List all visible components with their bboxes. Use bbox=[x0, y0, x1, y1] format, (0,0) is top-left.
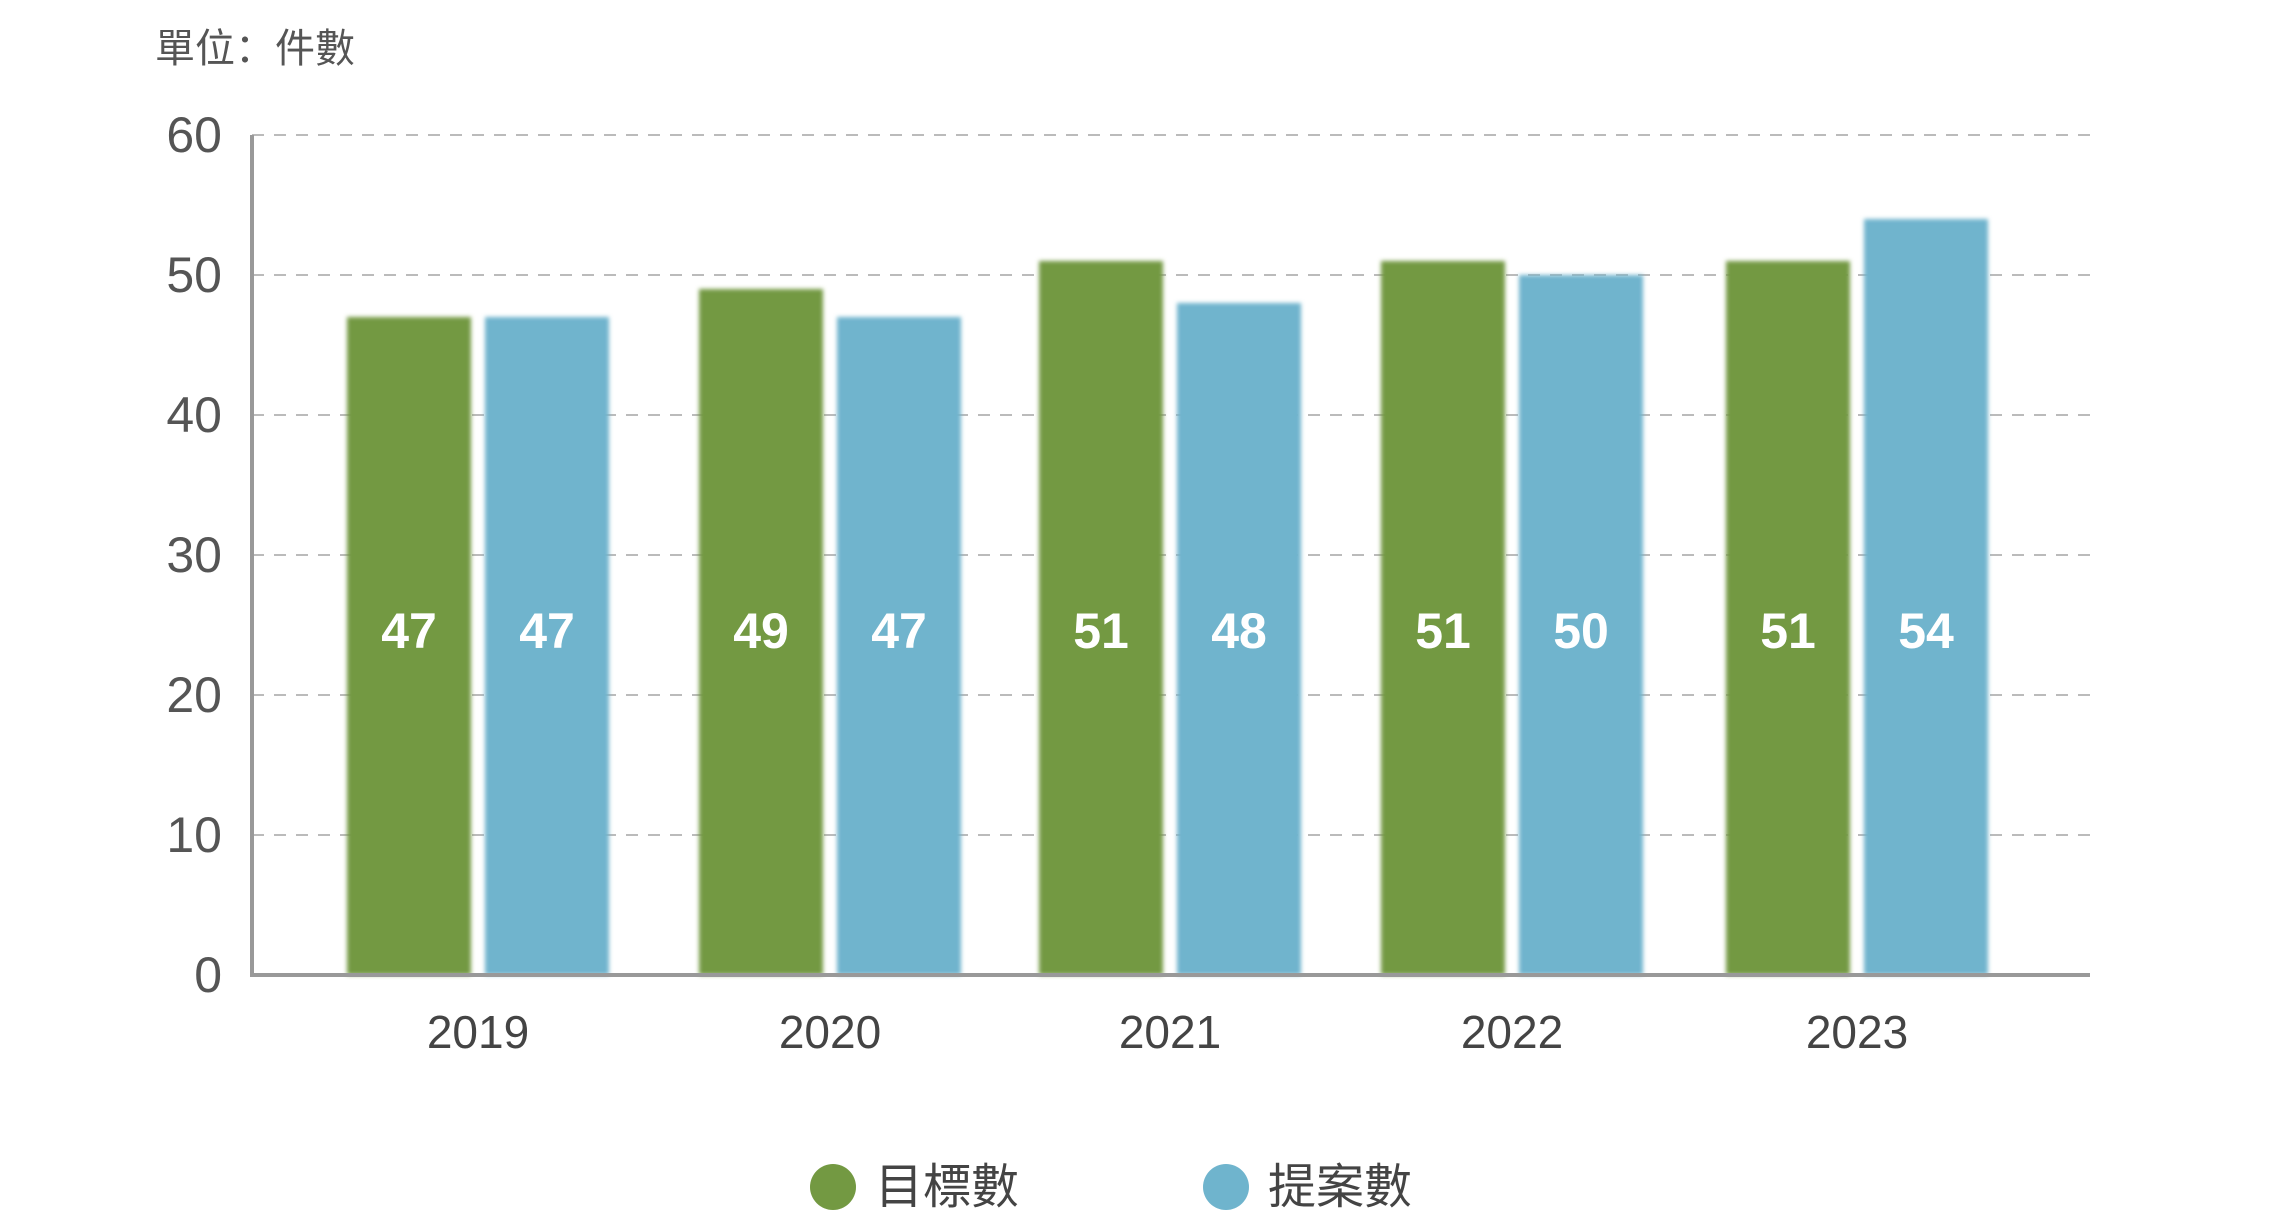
bar-2022-target bbox=[1381, 261, 1505, 975]
data-label: 51 bbox=[1415, 603, 1471, 659]
x-category-label: 2019 bbox=[427, 1006, 529, 1058]
bar-2019-target bbox=[347, 317, 471, 975]
y-axis-ticks: 0 10 20 30 40 50 60 bbox=[166, 107, 222, 1003]
legend: 目標數 提案數 bbox=[810, 1159, 1412, 1215]
y-tick-label: 50 bbox=[166, 247, 222, 303]
x-category-label: 2023 bbox=[1806, 1006, 1908, 1058]
x-category-label: 2020 bbox=[779, 1006, 881, 1058]
y-tick-label: 20 bbox=[166, 667, 222, 723]
data-label: 49 bbox=[733, 603, 789, 659]
data-label: 47 bbox=[381, 603, 437, 659]
y-tick-label: 10 bbox=[166, 807, 222, 863]
data-label: 54 bbox=[1898, 603, 1954, 659]
bar-2019-proposal bbox=[485, 317, 609, 975]
bar-2020-target bbox=[699, 289, 823, 975]
data-label: 48 bbox=[1211, 603, 1267, 659]
data-label: 47 bbox=[871, 603, 927, 659]
bars bbox=[347, 219, 1988, 975]
data-label: 50 bbox=[1553, 603, 1609, 659]
axes bbox=[250, 135, 2090, 977]
legend-label: 目標數 bbox=[875, 1159, 1019, 1215]
bar-2020-proposal bbox=[837, 317, 961, 975]
unit-label: 單位：件數 bbox=[155, 26, 355, 72]
legend-label: 提案數 bbox=[1268, 1159, 1412, 1215]
y-tick-label: 40 bbox=[166, 387, 222, 443]
y-tick-label: 0 bbox=[194, 947, 222, 1003]
bar-2021-target bbox=[1039, 261, 1163, 975]
data-label: 51 bbox=[1760, 603, 1816, 659]
legend-swatch-target bbox=[810, 1164, 856, 1210]
bar-2023-target bbox=[1726, 261, 1850, 975]
legend-swatch-proposal bbox=[1203, 1164, 1249, 1210]
y-tick-label: 30 bbox=[166, 527, 222, 583]
data-labels: 47 47 49 47 51 48 51 50 51 54 bbox=[381, 603, 1954, 659]
data-label: 51 bbox=[1073, 603, 1129, 659]
y-tick-label: 60 bbox=[166, 107, 222, 163]
bar-2021-proposal bbox=[1177, 303, 1301, 975]
x-category-label: 2021 bbox=[1119, 1006, 1221, 1058]
x-category-label: 2022 bbox=[1461, 1006, 1563, 1058]
bar-2023-proposal bbox=[1864, 219, 1988, 975]
bar-2022-proposal bbox=[1519, 275, 1643, 975]
data-label: 47 bbox=[519, 603, 575, 659]
x-axis-labels: 2019 2020 2021 2022 2023 bbox=[427, 1006, 1908, 1058]
